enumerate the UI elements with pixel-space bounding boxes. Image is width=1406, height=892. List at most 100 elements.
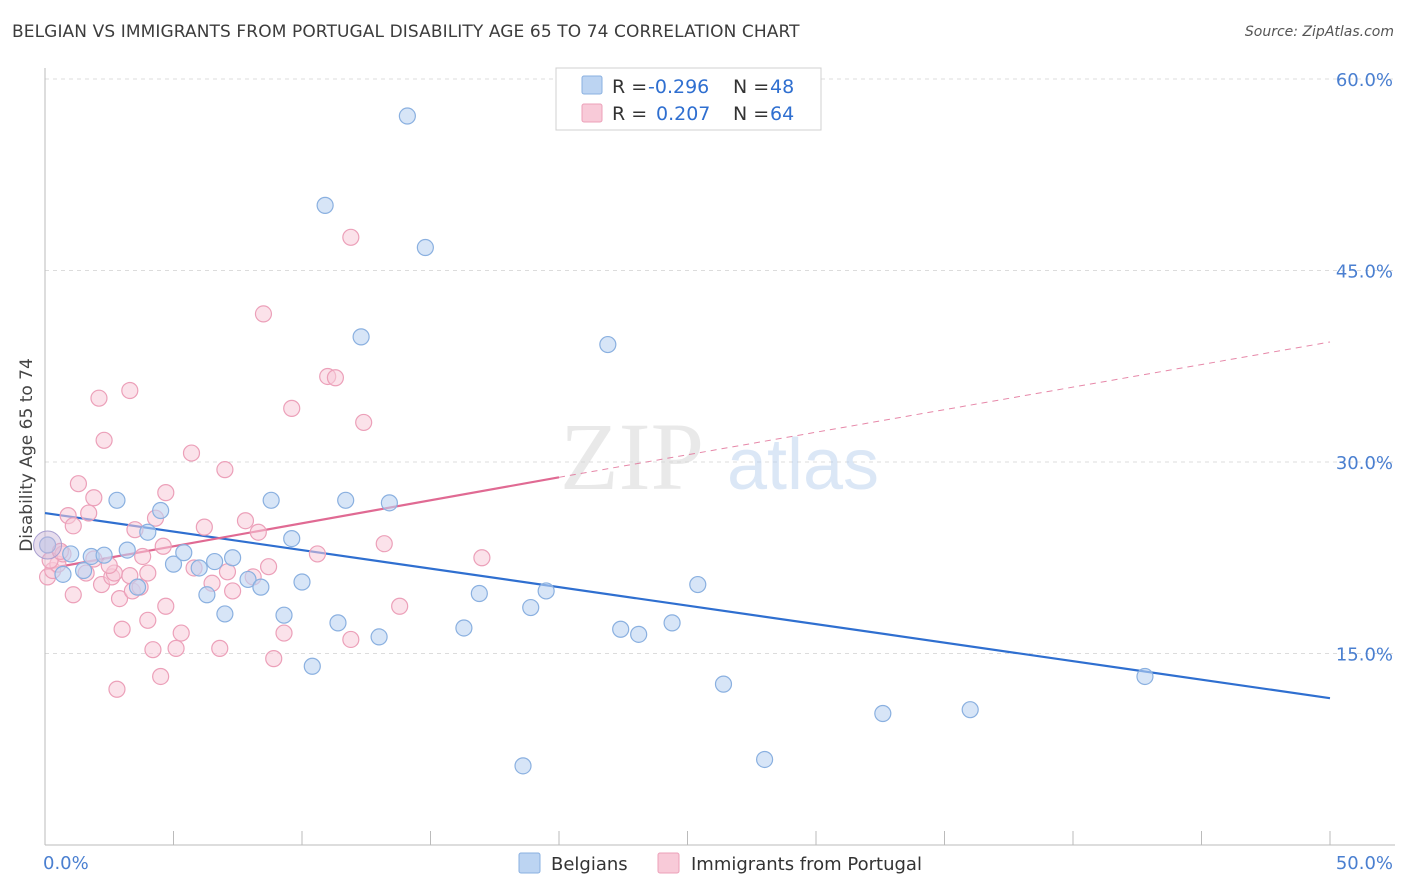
- data-point-belgians: [164, 555, 183, 573]
- data-point-belgians: [139, 523, 157, 541]
- data-point-belgians: [74, 561, 93, 580]
- data-point-belgians: [874, 704, 892, 723]
- data-point-belgians: [689, 575, 707, 594]
- legend-stats: R = -0.296 N = 48 R = 0.207 N = 64: [555, 67, 822, 131]
- data-point-belgians: [455, 619, 473, 637]
- x-tick-label: 50.0%: [1336, 853, 1393, 874]
- data-point-belgians: [352, 328, 370, 346]
- data-point-belgians: [755, 750, 774, 769]
- data-point-portugal: [265, 650, 283, 668]
- legend-n-label: N =: [733, 103, 769, 125]
- data-point-belgians: [239, 570, 257, 589]
- data-point-belgians: [252, 578, 270, 596]
- series-portugal: [38, 228, 491, 698]
- legend-label-belgians: Belgians: [551, 854, 628, 875]
- data-point-belgians: [283, 529, 301, 548]
- data-point-belgians: [612, 620, 630, 638]
- data-point-belgians: [537, 582, 555, 600]
- data-point-belgians: [62, 545, 80, 563]
- data-point-portugal: [211, 639, 229, 657]
- data-point-belgians: [262, 491, 280, 509]
- data-point-belgians: [416, 238, 434, 257]
- data-point-portugal: [95, 431, 113, 449]
- data-point-belgians: [514, 757, 532, 775]
- source-label: Source: ZipAtlas.com: [1244, 24, 1394, 40]
- data-point-belgians: [630, 625, 648, 643]
- data-point-portugal: [224, 582, 242, 600]
- data-point-belgians: [54, 565, 72, 583]
- watermark-atlas: atlas: [727, 425, 879, 505]
- data-point-belgians: [337, 491, 355, 509]
- data-point-portugal: [342, 630, 360, 649]
- data-point-belgians: [175, 544, 193, 562]
- data-point-belgians: [714, 675, 733, 693]
- data-point-belgians: [380, 494, 398, 512]
- data-point-portugal: [157, 484, 175, 502]
- data-point-belgians: [216, 605, 234, 623]
- data-point-belgians: [198, 586, 216, 604]
- data-point-portugal: [64, 517, 82, 535]
- data-point-portugal: [326, 369, 345, 387]
- legend-swatch-belgians: [518, 852, 541, 874]
- legend-r-label: R =: [612, 103, 647, 125]
- trendline-portugal-extension: [558, 341, 1331, 478]
- watermark: ZIP atlas: [560, 403, 879, 510]
- trendline-belgians: [44, 511, 1331, 700]
- data-point-belgians: [599, 335, 617, 354]
- data-point-belgians: [128, 578, 147, 596]
- series-belgians: [33, 107, 1154, 775]
- data-point-belgians: [329, 614, 347, 632]
- data-point-cluster: [33, 530, 63, 560]
- data-point-portugal: [342, 228, 360, 246]
- legend-n-value: 48: [770, 76, 794, 98]
- data-point-belgians: [522, 598, 540, 617]
- legend-label-portugal: Immigrants from Portugal: [691, 854, 922, 875]
- data-point-portugal: [249, 523, 267, 541]
- axes: 15.0% 30.0% 45.0% 60.0% 0.0% 50.0%: [43, 68, 1395, 874]
- data-point-portugal: [113, 620, 131, 638]
- data-point-portugal: [90, 389, 108, 407]
- data-point-belgians: [293, 573, 311, 591]
- legend-r-label: R =: [612, 76, 647, 98]
- y-tick-label: 30.0%: [1336, 453, 1393, 474]
- data-point-portugal: [154, 537, 172, 555]
- data-point-portugal: [64, 586, 82, 604]
- data-point-portugal: [152, 667, 170, 686]
- data-point-portugal: [254, 305, 273, 323]
- watermark-zip: ZIP: [560, 403, 704, 510]
- data-point-portugal: [275, 624, 293, 642]
- x-tick-label: 0.0%: [43, 853, 89, 874]
- legend-swatch-belgians: [581, 75, 603, 95]
- data-point-portugal: [80, 504, 98, 522]
- y-tick-label: 45.0%: [1336, 262, 1393, 283]
- chart-title: BELGIAN VS IMMIGRANTS FROM PORTUGAL DISA…: [12, 22, 800, 42]
- data-point-belgians: [95, 546, 113, 564]
- y-tick-label: 15.0%: [1336, 645, 1393, 666]
- data-point-portugal: [110, 590, 129, 608]
- data-point-portugal: [85, 489, 103, 507]
- data-point-belgians: [316, 196, 334, 214]
- data-point-belgians: [118, 541, 136, 559]
- legend-swatch-portugal: [657, 852, 680, 874]
- data-point-portugal: [473, 549, 491, 567]
- data-point-belgians: [1136, 667, 1154, 686]
- legend-swatch-portugal: [581, 103, 603, 123]
- data-point-belgians: [38, 536, 57, 554]
- data-point-portugal: [216, 461, 234, 479]
- data-point-belgians: [108, 491, 126, 509]
- data-point-belgians: [398, 107, 416, 125]
- data-point-portugal: [355, 413, 373, 432]
- data-point-portugal: [139, 611, 157, 629]
- data-point-portugal: [236, 512, 255, 530]
- data-point-portugal: [259, 558, 278, 576]
- data-point-belgians: [663, 614, 681, 632]
- data-point-portugal: [157, 597, 175, 615]
- data-point-portugal: [283, 399, 301, 417]
- data-point-belgians: [206, 552, 224, 571]
- y-axis-label: Disability Age 65 to 74: [17, 358, 37, 552]
- data-point-belgians: [470, 584, 488, 603]
- legend-series: Belgians Immigrants from Portugal: [518, 852, 922, 875]
- data-point-portugal: [375, 535, 393, 553]
- data-point-belgians: [370, 628, 388, 646]
- data-point-belgians: [152, 501, 170, 520]
